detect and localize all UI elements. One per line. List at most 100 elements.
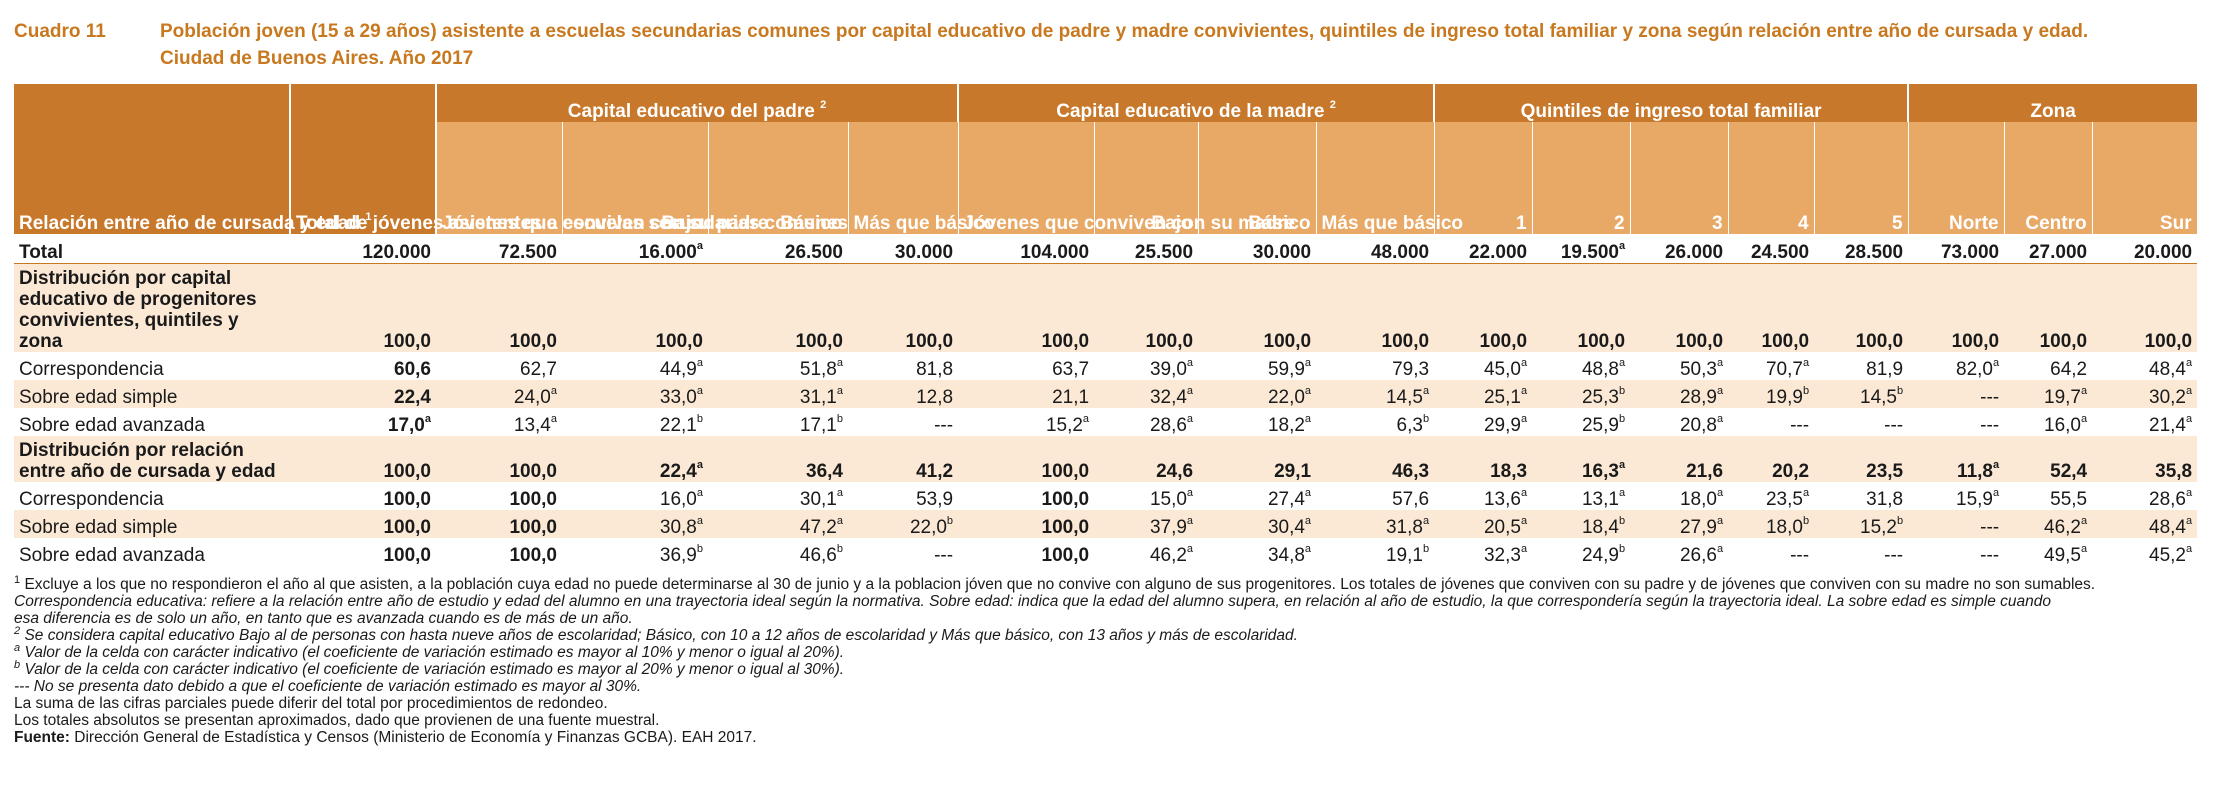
- table-cell: 34,8a: [1267, 543, 1312, 567]
- table-cell: 100,0: [1630, 263, 1729, 352]
- table-cell: 60,6: [394, 359, 431, 380]
- table-cell: 45,2a: [2149, 543, 2193, 567]
- table-cell: 18,2a: [1267, 413, 1312, 437]
- table-cell: ---: [934, 415, 954, 436]
- table-cell: 48,4a: [2092, 510, 2198, 538]
- table-cell: 35,8: [2092, 436, 2198, 482]
- subcolumn-header: Sur: [2092, 122, 2198, 234]
- table-cell: 100,0: [562, 263, 708, 352]
- row-label: Distribución por relación entre año de c…: [14, 436, 290, 482]
- table-cell: 100,0: [1094, 263, 1199, 352]
- table-cell: 21,4a: [2149, 413, 2193, 437]
- footnote-dashes: --- No se presenta dato debido a que el …: [14, 678, 642, 695]
- table-cell: 46,3: [1316, 436, 1435, 482]
- table-cell: 16,0a: [659, 487, 703, 511]
- table-cell: 16,3a: [1532, 436, 1631, 482]
- table-cell: 100,0: [383, 545, 431, 566]
- subcolumn-header: Jóvenes que conviven con su padre: [436, 122, 768, 234]
- table-cell: 21,1: [958, 380, 1095, 408]
- row-label: Sobre edad simple: [14, 510, 290, 538]
- table-cell: 18,3: [1434, 436, 1533, 482]
- subcolumn-header: 4: [1728, 122, 1815, 234]
- table-cell: ---: [1908, 510, 2005, 538]
- table-cell: ---: [1980, 415, 2000, 436]
- table-cell: 100,0: [1041, 489, 1090, 510]
- table-cell: 22.000: [1434, 234, 1533, 264]
- table-cell: 72.500: [436, 234, 562, 264]
- footnote-2: 2 Se considera capital educativo Bajo al…: [14, 625, 1298, 645]
- table-cell: 18,0a: [1679, 487, 1724, 511]
- table-cell: ---: [1980, 545, 2000, 566]
- footnote-1: 1 Excluye a los que no respondieron el a…: [14, 574, 2096, 594]
- table-cell: 100,0: [1908, 263, 2005, 352]
- row-label: Sobre edad avanzada: [19, 545, 205, 566]
- table-cell: ---: [1908, 380, 2005, 408]
- group-header-madre: Capital educativo de la madre 2: [957, 84, 1435, 122]
- table-cell: 59,9a: [1267, 357, 1312, 381]
- table-cell: 26.000: [1630, 234, 1729, 264]
- total-row: Total 120.000 72.500 16.000a 26.500 30.000 104…: [14, 234, 2198, 264]
- table-cell: 19,9b: [1728, 380, 1815, 408]
- row-correspondencia: Correspondencia 100,0 100,0 16,0a 30,1a 53,9 1…: [14, 482, 2197, 511]
- row-label: Sobre edad avanzada: [19, 415, 205, 436]
- subcolumn-header: Centro: [2004, 122, 2093, 234]
- table-cell: 27.000: [2004, 234, 2093, 264]
- row-label: Correspondencia: [19, 489, 164, 510]
- subcolumn-header: Básico: [1198, 122, 1317, 234]
- table-cell: 52,4: [2004, 436, 2093, 482]
- table-cell: 100,0: [2004, 263, 2093, 352]
- table-cell: 15,9a: [1956, 487, 2000, 511]
- table-cell: 100,0: [290, 510, 436, 538]
- table-cell: 100,0: [958, 510, 1095, 538]
- table-cell: 22,4: [290, 380, 436, 408]
- table-cell: 48,4a: [2149, 357, 2193, 381]
- table-cell: 27,4a: [1267, 487, 1312, 511]
- table-cell: 29,9a: [1483, 413, 1528, 437]
- table-cell: 48.000: [1316, 234, 1435, 264]
- table-cell: 25.500: [1094, 234, 1199, 264]
- row-sobre-edad-simple: Sobre edad simple 22,4 24,0a 33,0a 31,1a 12,8…: [14, 380, 2198, 408]
- table-cell: 104.000: [958, 234, 1095, 264]
- table-cell: 100,0: [958, 263, 1095, 352]
- table-cell: 31,1a: [708, 380, 848, 408]
- table-cell: 100,0: [290, 263, 436, 352]
- table-cell: 20,5a: [1434, 510, 1533, 538]
- table-cell: 120.000: [290, 234, 436, 264]
- row-label: Sobre edad simple: [14, 380, 290, 408]
- note-rounding: La suma de las cifras parciales puede di…: [14, 695, 608, 712]
- footnote-1-definition: Correspondencia educativa: refiere a la …: [14, 593, 2051, 610]
- subcolumn-header: Bajo: [1094, 122, 1199, 234]
- table-cell: 14,5b: [1814, 380, 1909, 408]
- subcolumn-header: 1: [1434, 122, 1533, 234]
- table-cell: 33,0a: [562, 380, 708, 408]
- table-cell: ---: [1884, 545, 1904, 566]
- table-cell: 25,3b: [1532, 380, 1631, 408]
- table-cell: 48,8a: [1581, 357, 1626, 381]
- title-text: Población joven (15 a 29 años) asistente…: [160, 18, 2214, 72]
- row-label: Distribución por capital educativo de pr…: [14, 263, 290, 352]
- table-cell: 100,0: [1532, 263, 1631, 352]
- table-cell: 28,9a: [1630, 380, 1729, 408]
- table-cell: 15,0a: [1149, 487, 1194, 511]
- corner-header: Relación entre año de cursada y edad 1: [14, 84, 371, 234]
- title-line-2: Ciudad de Buenos Aires. Año 2017: [160, 48, 474, 69]
- data-table: Relación entre año de cursada y edad 1 T…: [14, 84, 2198, 566]
- subcolumn-header: Norte: [1908, 122, 2005, 234]
- table-cell: 100,0: [1728, 263, 1815, 352]
- table-cell: 17,1b: [799, 413, 843, 437]
- table-cell: 6,3b: [1396, 413, 1430, 437]
- table-cell: 49,5a: [2044, 543, 2088, 567]
- table-cell: 13,4a: [513, 413, 557, 437]
- row-sobre-edad-avanzada: Sobre edad avanzada 17,0a 13,4a 22,1b 17,1b -…: [14, 408, 2197, 437]
- table-cell: 20,2: [1728, 436, 1815, 482]
- table-cell: 100,0: [848, 263, 959, 352]
- table-cell: 100,0: [1434, 263, 1533, 352]
- row-label: Total: [14, 234, 290, 264]
- row-label: Correspondencia: [19, 359, 164, 380]
- table-cell: 36,9b: [659, 543, 703, 567]
- table-cell: 45,0a: [1483, 357, 1528, 381]
- table-cell: 29,1: [1198, 436, 1317, 482]
- table-cell: 24,0a: [436, 380, 562, 408]
- total-column-header: Total de jóvenes asistentes a escuelas s…: [290, 84, 848, 234]
- table-cell: 81,8: [916, 359, 954, 380]
